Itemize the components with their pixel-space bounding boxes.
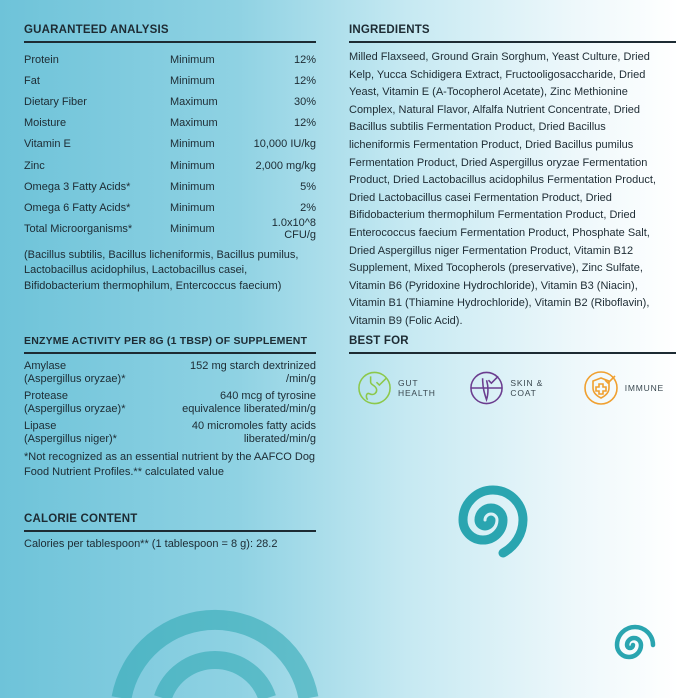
benefit-label: IMMUNE [624,383,664,393]
nutrient-name: Total Microorganisms* [24,223,133,236]
nutrient-name: Moisture [24,117,67,130]
nutrient-qualifier: Minimum [170,180,215,193]
section-title: ENZYME ACTIVITY PER 8G (1 TBSP) OF SUPPL… [24,335,316,354]
section-title: GUARANTEED ANALYSIS [24,24,316,43]
benefit-immune: IMMUNE [583,370,664,406]
nutrient-value: 12% [293,117,316,130]
spiral-logo-large [458,485,528,558]
nutrient-value: 5% [300,180,316,193]
enzyme-row: Protease (Aspergillus oryzae)* 640 mcg of … [24,390,316,416]
analysis-row: Vitamin E Minimum 10,000 IU/kg [24,134,316,155]
nutrient-value: 10,000 IU/kg [253,138,316,151]
analysis-row: Fat Minimum 12% [24,70,316,91]
nutrient-qualifier: Minimum [170,74,215,87]
ingredients-text: Milled Flaxseed, Ground Grain Sorghum, Y… [349,51,656,327]
analysis-row: Zinc Minimum 2,000 mg/kg [24,155,316,176]
enzyme-activity: ENZYME ACTIVITY PER 8G (1 TBSP) OF SUPPL… [24,335,316,480]
nutrient-name: Vitamin E [24,138,71,151]
calorie-text: Calories per tablespoon** (1 tablespoon … [24,538,278,550]
enzyme-name: Protease [24,390,69,402]
nutrient-qualifier: Minimum [170,201,215,214]
nutrient-name: Zinc [24,159,45,172]
analysis-row: Protein Minimum 12% [24,49,316,70]
enzyme-name: Amylase [24,360,67,372]
nutrient-qualifier: Maximum [170,95,218,108]
nutrient-qualifier: Minimum [170,159,215,172]
nutrient-value: 30% [293,95,316,108]
benefit-gut-health: GUT HEALTH [357,370,457,406]
analysis-row: Moisture Maximum 12% [24,113,316,134]
enzyme-value: 152 mg starch dextrinized [190,360,316,372]
nutrient-qualifier: Maximum [170,117,218,130]
enzyme-unit: equivalence liberated/min/g [182,403,316,415]
benefit-skin-coat: SKIN & COAT [469,370,570,406]
nutrient-value: 1.0x10^8 CFU/g [271,217,316,242]
enzyme-source: (Aspergillus niger)* [24,433,117,445]
nutrient-value: 12% [293,53,316,66]
nutrient-qualifier: Minimum [170,53,215,66]
nutrient-name: Omega 6 Fatty Acids* [24,201,131,214]
enzyme-unit: liberated/min/g [243,433,316,445]
section-title: INGREDIENTS [349,24,676,43]
enzyme-value: 640 mcg of tyrosine [220,390,316,402]
enzyme-row: Lipase (Aspergillus niger)* 40 micromoles … [24,420,316,446]
nutrient-value: 2% [300,201,316,214]
calorie-content: CALORIE CONTENT Calories per tablespoon*… [24,513,316,550]
stomach-check-icon [358,371,391,405]
footnote: *Not recognized as an essential nutrient… [24,451,316,478]
analysis-row: Omega 3 Fatty Acids* Minimum 5% [24,176,316,197]
guaranteed-analysis: GUARANTEED ANALYSIS Protein Minimum 12% Fat… [24,24,316,294]
nutrient-value: 2,000 mg/kg [255,159,316,172]
spiral-logo-small [614,624,656,660]
nutrient-qualifier: Minimum [170,223,215,236]
benefit-label: SKIN & COAT [510,378,544,398]
ingredients: INGREDIENTS Milled Flaxseed, Ground Grai… [349,24,676,331]
analysis-row: Total Microorganisms* Minimum 1.0x10^8 CFU… [24,217,316,242]
benefit-label: GUT HEALTH [398,378,436,398]
nutrient-value: 12% [293,74,316,87]
shield-cross-check-icon [583,371,618,405]
nutrient-qualifier: Minimum [170,138,215,151]
nutrient-name: Dietary Fiber [24,95,87,108]
microorganism-note: (Bacillus subtilis, Bacillus licheniform… [24,248,299,292]
enzyme-source: (Aspergillus oryzae)* [24,403,126,415]
best-for: BEST FOR GUT HEALTH SKIN & COAT IMMUNE [349,335,676,406]
enzyme-unit: /min/g [286,373,316,385]
enzyme-row: Amylase (Aspergillus oryzae)* 152 mg starc… [24,360,316,386]
section-title: CALORIE CONTENT [24,513,316,532]
enzyme-source: (Aspergillus oryzae)* [24,373,126,385]
hair-follicle-check-icon [470,371,504,405]
spiral-logo-partial [111,609,319,698]
nutrient-name: Fat [24,74,40,87]
nutrient-name: Omega 3 Fatty Acids* [24,180,131,193]
analysis-row: Omega 6 Fatty Acids* Minimum 2% [24,197,316,218]
nutrient-name: Protein [24,53,59,66]
enzyme-value: 40 micromoles fatty acids [191,420,316,432]
analysis-row: Dietary Fiber Maximum 30% [24,91,316,112]
enzyme-name: Lipase [24,420,57,432]
section-title: BEST FOR [349,335,676,354]
